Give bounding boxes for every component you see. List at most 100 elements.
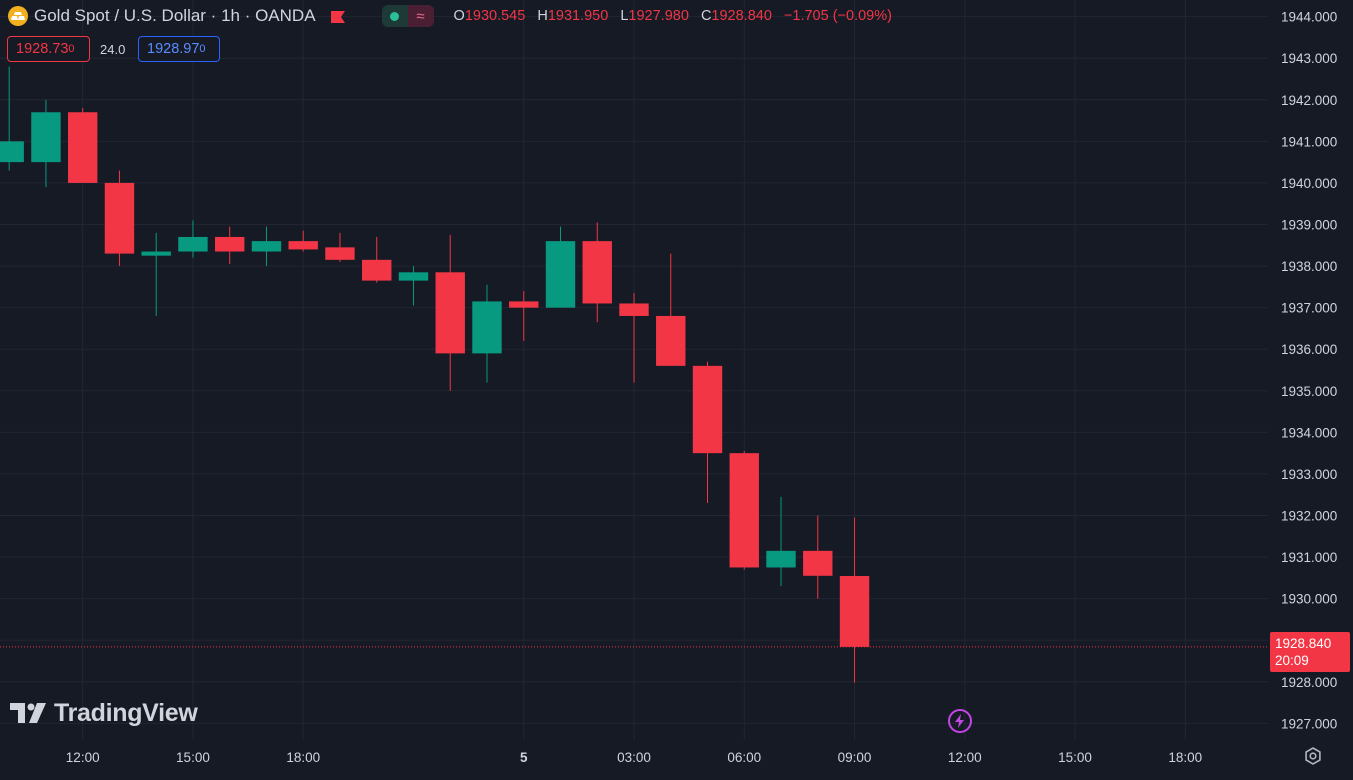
candle-up [766,496,796,587]
candle-body [104,182,135,254]
bar-countdown: 20:09 [1275,653,1309,668]
high-value: 1931.950 [547,8,609,24]
candle-up [141,232,171,316]
buy-button[interactable]: 1928.97 0 [138,36,220,62]
candle-body [251,241,282,252]
candle-body [509,301,539,308]
candle-down [509,291,539,341]
settings-icon[interactable] [1303,746,1323,766]
price-tick-label: 1933.000 [1281,467,1337,482]
low-value: 1927.980 [628,8,689,24]
wave-icon: ≈ [407,5,434,27]
candle-body [325,247,355,260]
candle-down [729,451,759,570]
price-tick-label: 1938.000 [1281,259,1337,274]
price-tick-label: 1928.000 [1281,675,1337,690]
candle-up [472,284,502,383]
tradingview-watermark[interactable]: TradingView [10,698,198,728]
price-tick-label: 1942.000 [1281,93,1337,108]
candle-body [582,241,612,304]
last-price-value: 1928.840 [1275,636,1332,651]
time-tick-label: 15:00 [176,750,210,765]
candle-body [839,575,870,647]
time-tick-label: 15:00 [1058,750,1092,765]
symbol-legend: Gold Spot / U.S. Dollar · 1h · OANDA ≈ O… [8,5,900,27]
time-tick-label: 5 [520,750,528,765]
price-tick-label: 1936.000 [1281,342,1337,357]
ohlc-values: O1930.545 H1931.950 L1927.980 C1928.840 … [453,8,892,24]
time-tick-label: 18:00 [1168,750,1202,765]
price-tick-label: 1935.000 [1281,384,1337,399]
time-tick-label: 06:00 [727,750,761,765]
open-value: 1930.545 [464,8,526,24]
flash-icon[interactable] [948,709,972,733]
price-tick-label: 1940.000 [1281,176,1337,191]
candle-down [435,234,465,391]
price-tick-label: 1932.000 [1281,509,1337,524]
candle-down [803,515,833,599]
candle-down [288,230,318,252]
time-tick-label: 09:00 [838,750,872,765]
candle-body [398,272,429,281]
sell-button[interactable]: 1928.73 0 [7,36,90,62]
status-pill[interactable]: ≈ [381,5,434,27]
candle-body [178,236,208,252]
time-axis[interactable]: 12:00 15:00 18:00 5 03:00 06:00 09:00 12:00 15:0… [66,750,1202,765]
candle-up [398,266,429,306]
candle-up [0,66,24,171]
price-tick-label: 1931.000 [1281,550,1337,565]
candle-body [0,141,24,163]
spread-value: 24.0 [100,42,126,57]
candle-body [545,241,576,308]
candle-body [619,303,649,316]
candle-body [141,251,171,256]
price-tick-label: 1943.000 [1281,51,1337,66]
candle-body [803,550,833,576]
change-value: −1.705 (−0.09%) [783,8,892,24]
candle-body [729,453,759,568]
price-tick-label: 1937.000 [1281,301,1337,316]
candle-up [545,226,576,308]
candle-body [766,550,796,568]
candle-up [251,226,282,267]
candle-body [215,236,245,252]
candle-down [67,108,98,183]
candle-down [619,293,649,383]
candle-body [656,315,686,366]
candle-up [178,220,208,258]
time-tick-label: 18:00 [286,750,320,765]
candle-body [67,112,98,183]
candle-down [582,222,612,323]
candles [0,66,870,683]
price-tick-label: 1941.000 [1281,134,1337,149]
gold-coin-icon [8,6,28,26]
price-tick-label: 1939.000 [1281,217,1337,232]
symbol-title[interactable]: Gold Spot / U.S. Dollar · 1h · OANDA [34,6,316,25]
candle-body [472,301,502,354]
status-dot-icon [390,11,400,21]
candle-down [215,226,245,264]
tradingview-logo-icon [10,703,46,723]
time-tick-label: 12:00 [66,750,100,765]
time-tick-label: 12:00 [948,750,982,765]
candle-down [104,170,135,267]
candle-body [288,241,318,250]
candle-body [692,365,723,454]
flag-icon[interactable] [330,9,346,23]
candle-up [31,99,61,188]
candle-down [656,253,686,366]
candle-down [362,236,392,283]
time-tick-label: 03:00 [617,750,651,765]
last-price-label: 1928.840 20:09 [1270,632,1350,672]
candle-body [435,272,465,354]
price-tick-label: 1934.000 [1281,425,1337,440]
close-value: 1928.840 [711,8,772,24]
candle-body [31,112,61,163]
price-axis[interactable]: 1944.000 1943.000 1942.000 1941.000 1940.000… [1281,10,1337,732]
price-tick-label: 1944.000 [1281,10,1337,25]
price-tick-label: 1927.000 [1281,716,1337,731]
candle-down [325,232,355,262]
candle-down [839,517,870,683]
price-tick-label: 1930.000 [1281,592,1337,607]
